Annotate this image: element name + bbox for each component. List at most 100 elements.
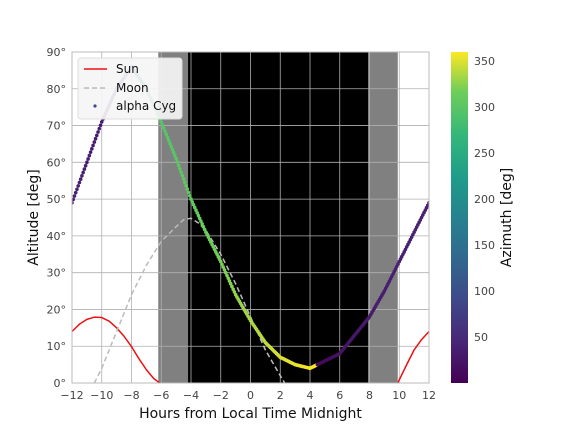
alpha-cyg-point	[181, 177, 186, 181]
x-tick-label: 6	[336, 389, 343, 402]
twilight-band-2	[368, 52, 398, 383]
series-sun-line-1	[397, 331, 429, 383]
alpha-cyg-point	[166, 138, 171, 143]
alpha-cyg-point	[92, 140, 97, 144]
twilight-band-1	[188, 52, 369, 383]
alpha-cyg-point	[174, 156, 178, 161]
y-tick-label: 70°	[47, 120, 67, 133]
colorbar-label: Azimuth [deg]	[499, 168, 515, 267]
y-tick-labels: 0° 10° 20° 30° 40° 50° 60° 70° 80° 90°	[47, 46, 67, 390]
alpha-cyg-point	[178, 166, 182, 171]
legend-star-swatch	[93, 104, 97, 108]
x-tick-label: 10	[392, 389, 406, 402]
x-tick-label: −4	[183, 389, 199, 402]
alpha-cyg-point	[160, 123, 165, 127]
alpha-cyg-point	[83, 163, 88, 168]
twilight-bands	[158, 52, 398, 383]
alpha-cyg-point	[169, 144, 173, 149]
x-tick-label: 12	[422, 389, 436, 402]
alpha-cyg-point	[196, 213, 201, 218]
alpha-cyg-point	[76, 184, 80, 188]
alpha-cyg-point	[222, 268, 227, 272]
y-tick-label: 40°	[47, 230, 67, 243]
alpha-cyg-point	[87, 153, 92, 158]
colorbar-tick-label: 50	[474, 331, 488, 344]
x-tick-label: −8	[123, 389, 139, 402]
alpha-cyg-point	[73, 190, 78, 195]
x-tick-label: −12	[60, 389, 83, 402]
alpha-cyg-point	[173, 153, 177, 158]
alpha-cyg-point	[232, 290, 237, 294]
alpha-cyg-point	[88, 150, 93, 155]
alpha-cyg-point	[218, 259, 223, 264]
alpha-cyg-point	[99, 120, 104, 124]
alpha-cyg-point	[175, 160, 180, 164]
x-tick-label: −10	[90, 389, 113, 402]
legend: Sun Moon alpha Cyg	[77, 57, 183, 120]
alpha-cyg-point	[185, 187, 190, 191]
alpha-cyg-point	[80, 174, 84, 178]
alpha-cyg-point	[170, 147, 175, 152]
alpha-cyg-point	[94, 133, 99, 138]
alpha-cyg-point	[189, 197, 193, 201]
legend-sun-label: Sun	[116, 62, 139, 76]
colorbar-tick-label: 150	[474, 239, 495, 252]
alpha-cyg-point	[159, 120, 164, 124]
x-tick-labels: −12 −10 −8 −6 −4 −2 0 2 4 6 8 10 12	[60, 389, 436, 402]
alpha-cyg-point	[179, 170, 183, 174]
alpha-cyg-point	[184, 183, 188, 188]
alpha-cyg-point	[200, 222, 204, 226]
alpha-cyg-point	[221, 265, 226, 269]
alpha-cyg-point	[186, 190, 191, 195]
colorbar-tick-label: 300	[474, 101, 495, 114]
alpha-cyg-point	[171, 150, 176, 155]
y-tick-label: 10°	[47, 340, 67, 353]
alpha-cyg-point	[161, 126, 166, 130]
y-tick-label: 60°	[47, 156, 67, 169]
alpha-cyg-point	[77, 180, 82, 185]
colorbar-tick-labels: 50 100 150 200 250 300 350	[474, 55, 495, 344]
y-tick-label: 90°	[47, 46, 67, 59]
colorbar	[451, 52, 468, 383]
y-tick-label: 50°	[47, 193, 67, 206]
alpha-cyg-point	[78, 177, 83, 181]
alpha-cyg-point	[96, 130, 100, 134]
alpha-cyg-point	[85, 160, 89, 165]
alpha-cyg-point	[201, 224, 206, 229]
colorbar-tick-label: 200	[474, 193, 495, 206]
alpha-cyg-point	[191, 202, 196, 207]
alpha-cyg-point	[82, 167, 87, 171]
alpha-cyg-point	[202, 227, 207, 232]
legend-moon-label: Moon	[116, 81, 149, 95]
alpha-cyg-point	[223, 270, 228, 275]
x-axis-label: Hours from Local Time Midnight	[139, 406, 362, 422]
alpha-cyg-point	[194, 208, 198, 212]
alpha-cyg-point	[197, 216, 202, 221]
alpha-cyg-point	[91, 143, 95, 148]
y-tick-label: 80°	[47, 83, 67, 96]
x-tick-label: 8	[366, 389, 373, 402]
alpha-cyg-point	[199, 219, 203, 223]
x-tick-label: 4	[307, 389, 314, 402]
alpha-cyg-point	[86, 157, 90, 161]
alpha-cyg-point	[227, 279, 232, 283]
alpha-cyg-point	[90, 147, 94, 151]
y-axis-label: Altitude [deg]	[26, 169, 42, 265]
y-tick-label: 0°	[54, 377, 67, 390]
alpha-cyg-point	[187, 193, 192, 198]
alpha-cyg-point	[230, 284, 234, 289]
alpha-cyg-point	[195, 211, 199, 215]
colorbar-tick-label: 100	[474, 285, 495, 298]
alpha-cyg-point	[163, 129, 167, 133]
alpha-cyg-point	[225, 273, 229, 278]
alpha-cyg-point	[72, 197, 76, 202]
alpha-cyg-point	[226, 276, 230, 280]
alpha-cyg-point	[97, 126, 102, 131]
legend-box	[77, 57, 183, 120]
legend-star-label: alpha Cyg	[116, 99, 176, 113]
alpha-cyg-point	[228, 281, 233, 286]
alpha-cyg-point	[168, 141, 172, 146]
x-tick-label: 0	[247, 389, 254, 402]
series-sun-line-0	[72, 316, 161, 383]
